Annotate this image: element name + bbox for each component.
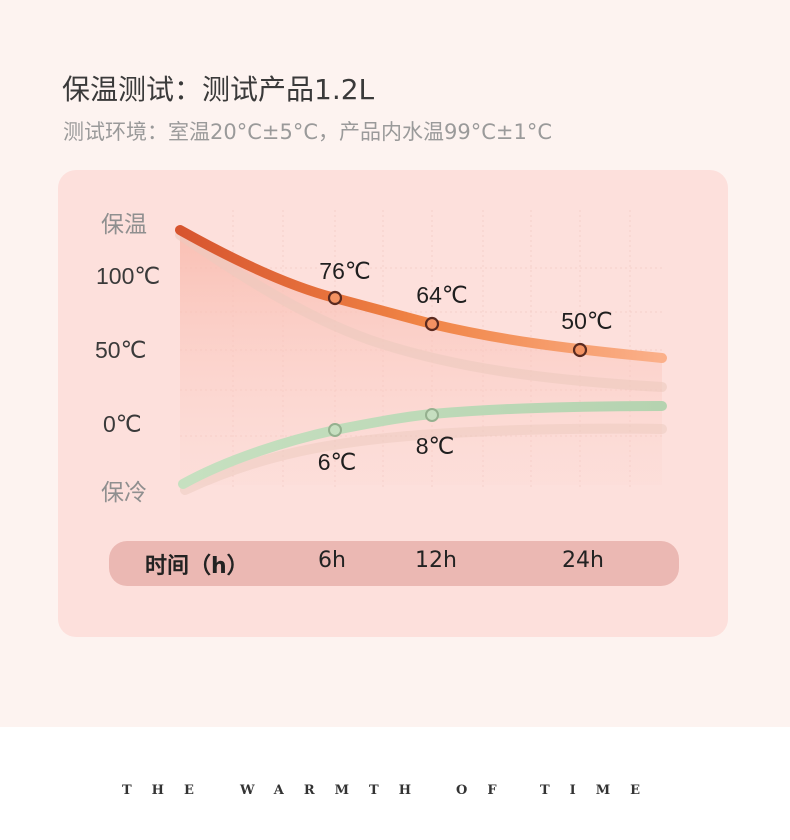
y-tick-0: 0℃	[103, 411, 142, 437]
hot-shadow-line	[175, 230, 667, 392]
cold-label-6h: 6℃	[318, 449, 357, 475]
x-axis-bar	[109, 541, 679, 586]
motto-word-2: WARMTH	[240, 783, 432, 798]
footer-band	[0, 727, 790, 840]
hot-label-12h: 64℃	[416, 282, 467, 308]
y-tick-50: 50℃	[95, 337, 146, 363]
motto-word-3: OF	[456, 783, 517, 798]
motto-word-1: THE	[122, 783, 214, 798]
x-tick-12h: 12h	[415, 548, 457, 573]
motto-word-4: TIME	[540, 783, 661, 798]
cold-label-12h: 8℃	[416, 433, 455, 459]
hot-label-6h: 76℃	[319, 258, 370, 284]
y-tick-100: 100℃	[96, 263, 160, 289]
insulation-chart: 76℃ 64℃ 50℃ 6℃ 8℃ 保温 100℃ 50℃ 0℃ 保冷	[95, 210, 667, 505]
hot-label-24h: 50℃	[561, 308, 612, 334]
hot-series-line	[175, 225, 667, 363]
x-tick-6h: 6h	[318, 548, 346, 573]
cold-series-line	[178, 401, 667, 489]
hot-point-24h	[572, 342, 588, 358]
page-title: 保温测试：测试产品1.2L	[62, 73, 375, 106]
cold-shadow-line	[180, 423, 667, 495]
page-subtitle: 测试环境：室温20°C±5°C，产品内水温99°C±1°C	[63, 120, 553, 144]
hot-point-6h	[327, 290, 343, 306]
x-axis-title: 时间（h）	[145, 554, 249, 579]
hot-point-12h	[424, 316, 440, 332]
side-label-cold: 保冷	[101, 479, 147, 505]
cold-point-6h	[328, 423, 342, 437]
x-tick-24h: 24h	[562, 548, 604, 573]
cold-point-12h	[425, 408, 439, 422]
side-label-warm: 保温	[101, 211, 147, 237]
